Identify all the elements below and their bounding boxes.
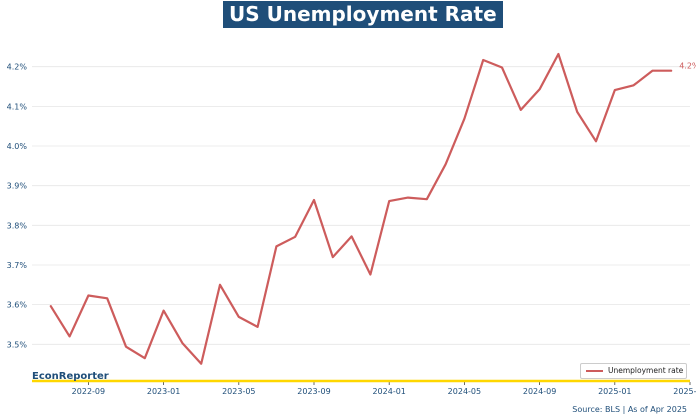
x-axis-ticks: 2022-09 2023-01 2023-05 2023-09 2024-01 2024-…: [72, 382, 696, 396]
x-tick-label: 2022-09: [72, 387, 105, 396]
y-tick-label: 4.2%: [7, 63, 28, 72]
x-tick-label: 2025-05: [673, 387, 696, 396]
y-tick-label: 3.8%: [7, 221, 28, 230]
y-tick-label: 4.0%: [7, 142, 28, 151]
y-axis-ticks: 3.5% 3.6% 3.7% 3.8% 3.9% 4.0% 4.1% 4.2%: [7, 63, 28, 350]
x-tick-label: 2024-01: [372, 387, 405, 396]
legend: Unemployment rate: [580, 363, 687, 379]
x-tick-label: 2024-09: [523, 387, 556, 396]
legend-swatch: [586, 370, 603, 372]
gridlines: [32, 66, 690, 345]
x-tick-label: 2024-05: [448, 387, 481, 396]
brand-label: EconReporter: [32, 371, 109, 382]
end-value-label: 4.2%: [679, 62, 696, 71]
legend-label: Unemployment rate: [608, 366, 684, 375]
source-note: Source: BLS | As of Apr 2025: [572, 405, 687, 414]
chart-title: US Unemployment Rate: [223, 1, 503, 28]
y-tick-label: 3.9%: [7, 182, 28, 191]
y-tick-label: 3.7%: [7, 261, 28, 270]
x-tick-label: 2023-01: [147, 387, 180, 396]
y-tick-label: 4.1%: [7, 102, 28, 111]
x-tick-label: 2023-05: [222, 387, 255, 396]
y-tick-label: 3.6%: [7, 301, 28, 310]
x-tick-label: 2023-09: [297, 387, 330, 396]
y-tick-label: 3.5%: [7, 340, 28, 349]
x-tick-label: 2025-01: [598, 387, 631, 396]
series-lines: [49, 52, 673, 365]
series-line: [49, 52, 673, 365]
